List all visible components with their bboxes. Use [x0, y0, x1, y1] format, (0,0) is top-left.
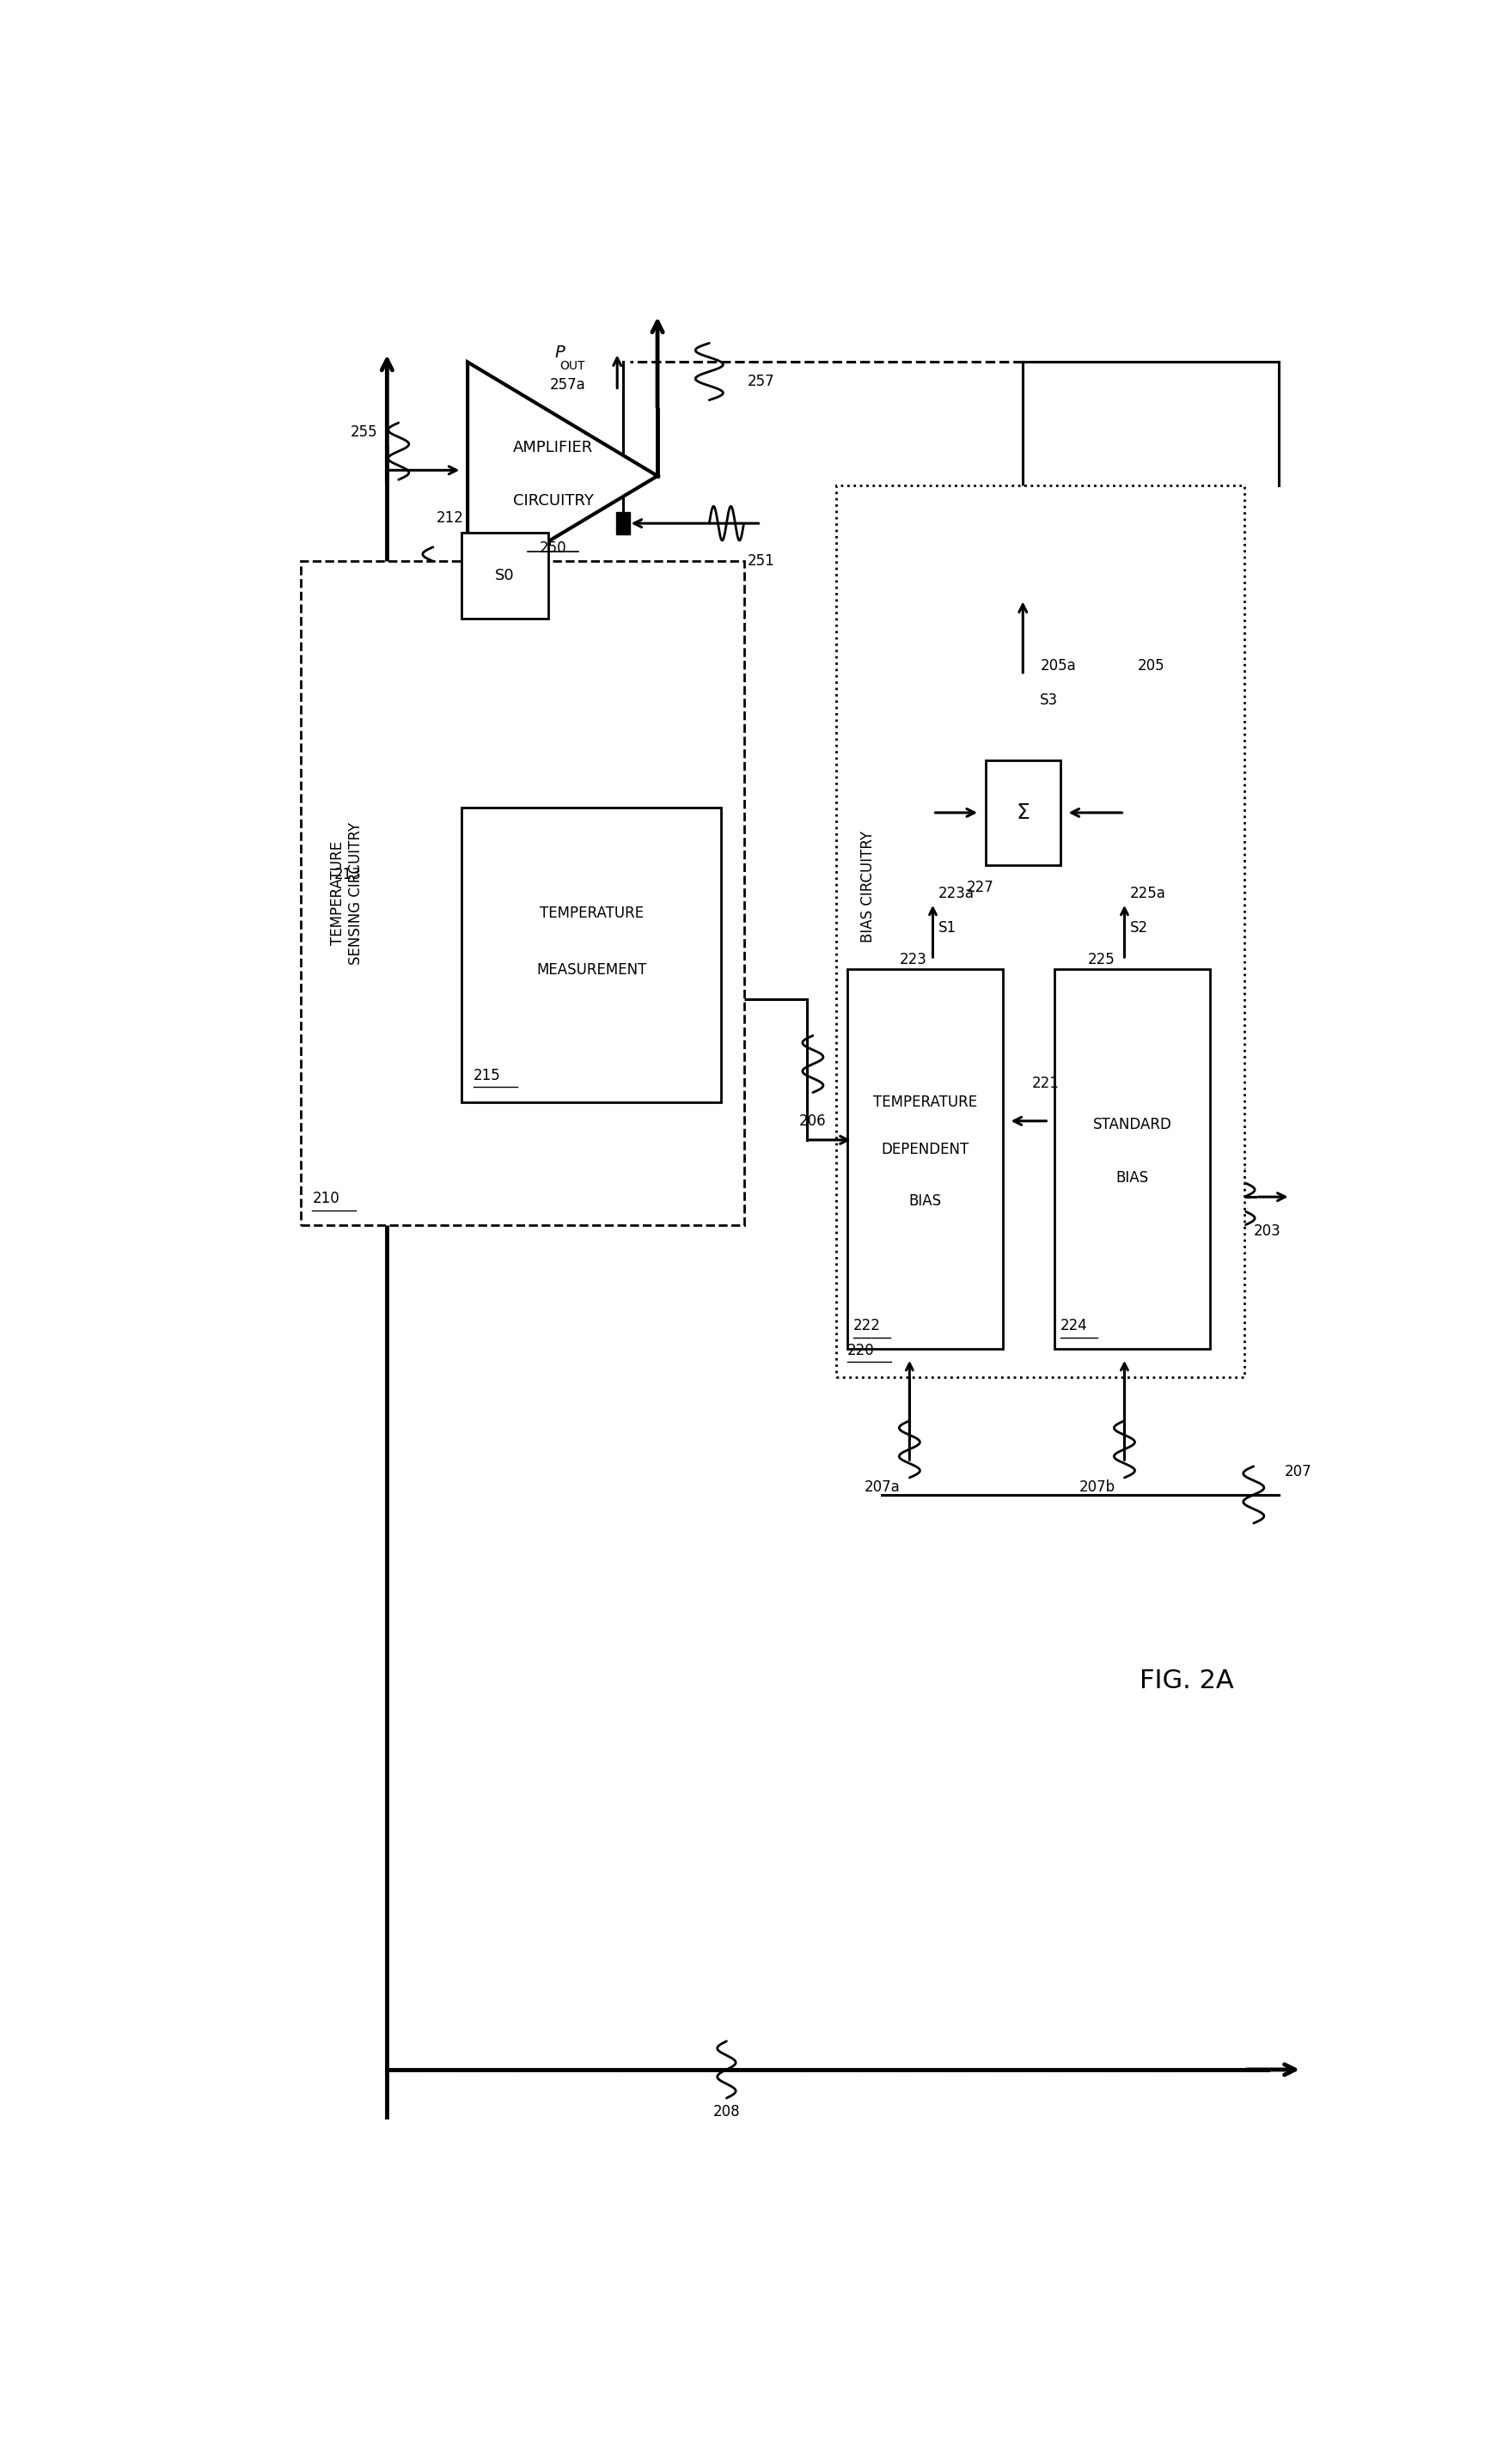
Polygon shape: [468, 362, 658, 589]
Text: 203: 203: [1253, 1222, 1282, 1239]
Text: S1: S1: [939, 919, 956, 936]
Text: 206: 206: [799, 1114, 827, 1129]
Bar: [836, 485, 1244, 1377]
Text: 207b: 207b: [1080, 1478, 1115, 1496]
Text: 223a: 223a: [939, 885, 974, 902]
Bar: [616, 513, 630, 535]
Text: 223: 223: [900, 951, 927, 968]
Text: 257: 257: [747, 375, 775, 389]
Text: S0: S0: [496, 567, 515, 584]
Text: CIRCUITRY: CIRCUITRY: [512, 493, 594, 508]
Text: S2: S2: [1130, 919, 1148, 936]
Text: S3: S3: [1040, 692, 1059, 707]
Text: 207: 207: [1285, 1464, 1311, 1481]
Text: BIAS: BIAS: [1115, 1170, 1148, 1185]
Text: 207a: 207a: [864, 1478, 900, 1496]
Text: 250: 250: [539, 540, 567, 557]
Text: DEPENDENT: DEPENDENT: [881, 1141, 970, 1158]
Bar: [462, 532, 548, 618]
Text: AMPLIFIER: AMPLIFIER: [512, 439, 593, 456]
Text: 205a: 205a: [1040, 658, 1077, 673]
Text: BIAS CIRCUITRY: BIAS CIRCUITRY: [860, 830, 876, 944]
Text: TEMPERATURE: TEMPERATURE: [539, 904, 643, 922]
Bar: [986, 761, 1060, 865]
Text: 205: 205: [1138, 658, 1166, 673]
Text: 212: 212: [437, 510, 463, 525]
Bar: [1054, 968, 1210, 1348]
Text: 225a: 225a: [1130, 885, 1166, 902]
Text: 222: 222: [852, 1318, 881, 1333]
Text: 220: 220: [848, 1343, 875, 1358]
Text: 221: 221: [1032, 1074, 1060, 1092]
Text: FIG. 2A: FIG. 2A: [1139, 1668, 1234, 1693]
Text: 208: 208: [713, 2104, 740, 2119]
Text: 225: 225: [1089, 951, 1115, 968]
Text: 251: 251: [747, 554, 775, 569]
Bar: [848, 968, 1002, 1348]
Text: Σ: Σ: [1016, 803, 1029, 823]
Text: 210: 210: [312, 1190, 340, 1207]
Text: MEASUREMENT: MEASUREMENT: [536, 963, 646, 978]
Text: STANDARD: STANDARD: [1093, 1116, 1172, 1133]
Text: TEMPERATURE: TEMPERATURE: [873, 1094, 977, 1109]
Text: BIAS: BIAS: [909, 1193, 941, 1207]
Text: TEMPERATURE
SENSING CIRCUITRY: TEMPERATURE SENSING CIRCUITRY: [330, 823, 364, 966]
Text: P: P: [554, 345, 564, 360]
Text: 215: 215: [474, 1067, 500, 1084]
Text: OUT: OUT: [560, 360, 585, 372]
Bar: [300, 562, 744, 1225]
Text: 213: 213: [334, 867, 362, 882]
Bar: [462, 808, 720, 1101]
Text: 257a: 257a: [549, 377, 585, 392]
Text: 227: 227: [967, 880, 993, 894]
Text: 224: 224: [1060, 1318, 1087, 1333]
Text: 255: 255: [350, 424, 377, 441]
